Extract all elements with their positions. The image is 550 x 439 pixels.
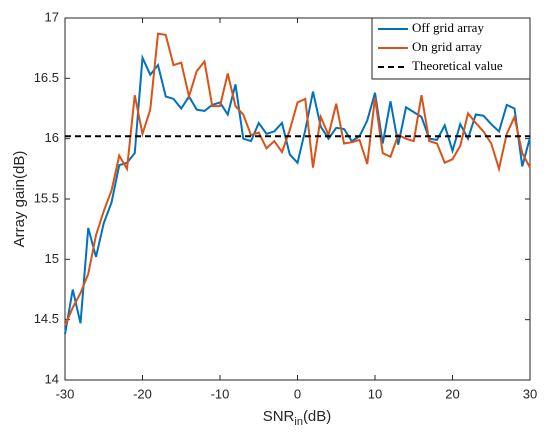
y-tick-label: 16.5 — [34, 70, 59, 85]
x-label-text: SNR — [263, 408, 295, 425]
y-axis-label: Array gain(dB) — [11, 151, 28, 248]
legend-label: On grid array — [412, 39, 483, 54]
x-tick-label: 30 — [523, 386, 537, 401]
x-axis-label: SNRin(dB) — [263, 408, 332, 428]
legend: Off grid array On grid array Theoretical v… — [371, 17, 531, 80]
y-tick-label: 14.5 — [34, 311, 59, 326]
y-tick-label: 15.5 — [34, 190, 59, 205]
x-tick-label: 10 — [368, 386, 382, 401]
legend-label: Off grid array — [412, 20, 484, 35]
y-tick-label: 14 — [45, 371, 59, 386]
y-tick-label: 17 — [45, 9, 59, 24]
x-tick-label: -30 — [56, 386, 75, 401]
data-line — [64, 32, 531, 327]
x-label-suffix: (dB) — [303, 408, 331, 425]
x-tick-label: 0 — [294, 386, 301, 401]
y-tick-label: 16 — [45, 130, 59, 145]
x-tick-label: -20 — [133, 386, 152, 401]
legend-label: Theoretical value — [412, 58, 503, 73]
x-label-subscript: in — [294, 416, 303, 428]
x-tick-label: -10 — [211, 386, 230, 401]
data-line — [64, 53, 531, 335]
y-tick-label: 15 — [45, 251, 59, 266]
x-tick-label: 20 — [445, 386, 459, 401]
